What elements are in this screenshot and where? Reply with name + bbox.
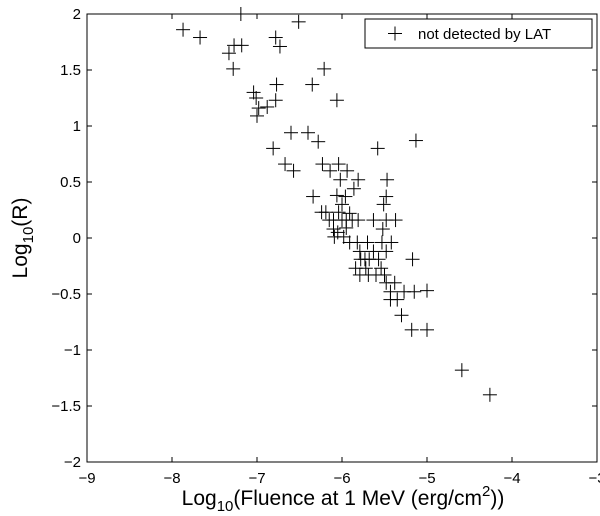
data-point (226, 61, 241, 76)
data-point (407, 284, 422, 299)
legend-marker (388, 26, 402, 41)
data-point (405, 252, 420, 267)
data-point (380, 172, 395, 187)
y-tick-label: 1.5 (60, 62, 81, 79)
data-point (331, 205, 346, 220)
legend: not detected by LAT (364, 18, 593, 49)
data-point (193, 30, 208, 45)
data-points (176, 7, 497, 402)
y-tick-label: −1 (64, 342, 81, 359)
y-tick-label: 2 (73, 6, 81, 23)
y-tick-label: −0.5 (51, 286, 81, 303)
data-point (388, 213, 403, 228)
y-tick-label: 0.5 (60, 174, 81, 191)
plot-frame (86, 13, 598, 463)
data-point (370, 141, 385, 156)
data-point (377, 267, 392, 282)
x-tick-label: −8 (163, 470, 180, 487)
data-point (351, 213, 366, 228)
data-point (454, 363, 469, 378)
data-point (331, 157, 346, 172)
data-point (278, 157, 293, 172)
x-tick-label: −6 (333, 470, 350, 487)
data-point (266, 141, 281, 156)
data-point (376, 197, 391, 212)
data-point (284, 125, 298, 140)
data-point (338, 189, 353, 204)
data-point (408, 133, 423, 148)
legend-box (364, 18, 593, 49)
y-tick-labels: −2 −1.5 −1 −0.5 0 0.5 1 1.5 2 (51, 6, 81, 471)
data-point (317, 61, 332, 76)
data-point (482, 387, 497, 402)
y-tick-label: −2 (64, 454, 81, 471)
data-point (323, 163, 338, 178)
data-point (315, 157, 330, 172)
data-point (251, 101, 266, 116)
y-tick-label: −1.5 (51, 398, 81, 415)
data-point (394, 308, 409, 323)
data-point (268, 93, 283, 108)
data-point (420, 322, 434, 337)
data-point (333, 172, 348, 187)
x-tick-label: −5 (418, 470, 435, 487)
data-point (340, 163, 355, 178)
x-axis-label: Log10(Fluence at 1 MeV (erg/cm2)) (182, 483, 505, 515)
data-point (339, 220, 354, 235)
data-point (384, 235, 399, 250)
data-point (379, 189, 394, 204)
data-point (390, 292, 405, 307)
data-point (286, 163, 301, 178)
x-tick-label: −4 (503, 470, 520, 487)
data-point (371, 252, 386, 267)
data-point (305, 77, 320, 92)
data-point (272, 39, 287, 54)
data-point (346, 181, 361, 196)
data-point (358, 261, 373, 276)
data-point (246, 85, 261, 100)
data-point (221, 46, 236, 61)
data-point (375, 222, 390, 237)
data-point (329, 188, 344, 203)
y-tick-label: 0 (73, 230, 81, 247)
data-point (342, 206, 357, 221)
data-point (176, 22, 191, 37)
legend-label: not detected by LAT (418, 26, 551, 43)
data-point (306, 189, 321, 204)
data-point (352, 244, 367, 259)
x-tick-label: −3 (588, 470, 600, 487)
data-point (329, 93, 344, 108)
data-point (233, 7, 248, 21)
x-tick-label: −7 (248, 470, 265, 487)
axis-ticks (86, 13, 598, 463)
x-tick-label: −9 (78, 470, 95, 487)
y-tick-label: 1 (73, 118, 81, 135)
data-point (420, 283, 434, 298)
data-point (318, 205, 333, 220)
data-point (269, 77, 284, 92)
data-point (379, 244, 394, 259)
data-point (234, 38, 249, 53)
x-tick-labels: −9 −8 −7 −6 −5 −4 −3 (78, 470, 600, 487)
data-point (291, 14, 306, 29)
data-point (311, 134, 326, 149)
data-point (366, 244, 381, 259)
data-point (351, 172, 366, 187)
data-point (260, 99, 275, 114)
data-point (268, 30, 283, 45)
data-point (335, 197, 349, 212)
data-point (336, 229, 351, 244)
data-point (250, 108, 264, 123)
data-point (404, 322, 419, 337)
y-axis-label: Log10(R) (9, 198, 37, 279)
data-point (366, 213, 381, 228)
data-point (301, 125, 315, 140)
data-point (249, 91, 264, 105)
data-point (387, 275, 402, 290)
data-point (360, 235, 375, 250)
